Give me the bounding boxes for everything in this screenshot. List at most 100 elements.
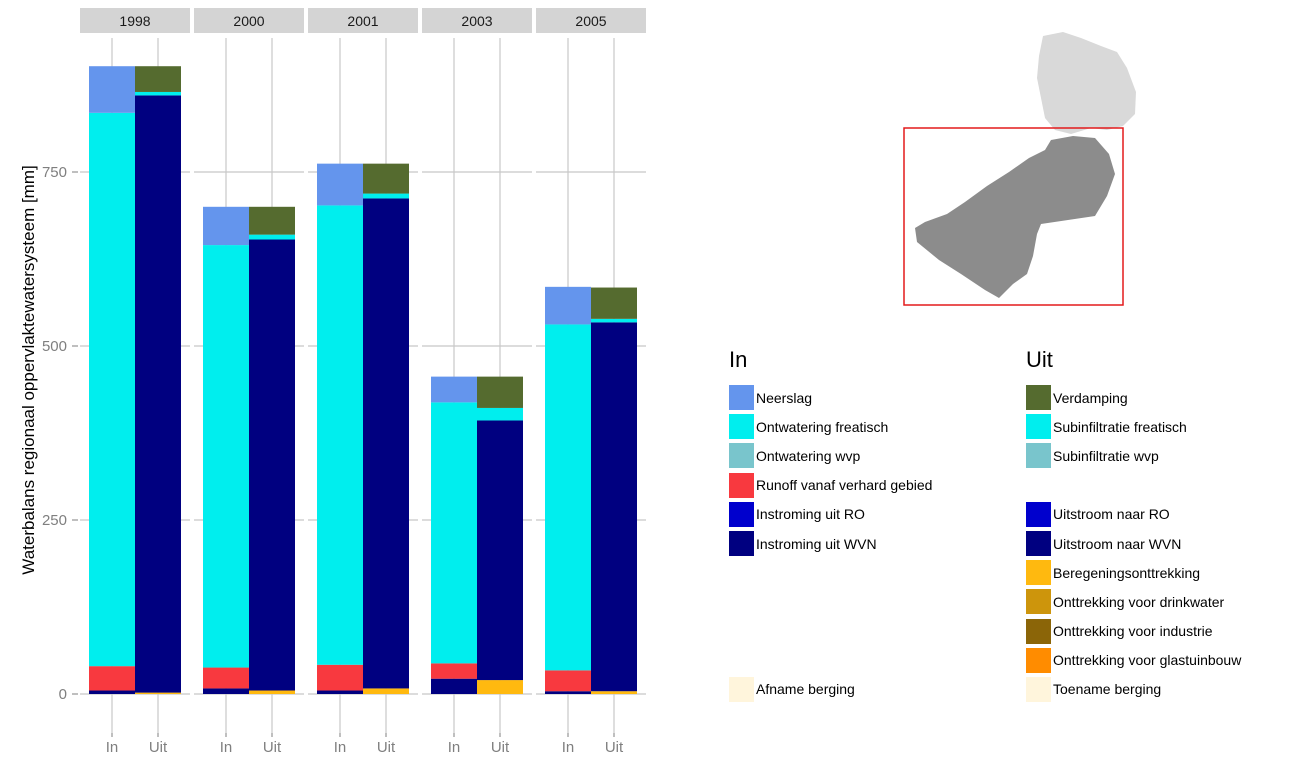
stacked-bar-chart: 1998 2000 2001 2003 2005 In Uit In Uit In Uit In Ui… [0, 0, 660, 757]
bar-2003-uit-subinfiltratie-freatisch [477, 408, 523, 421]
bar-2000-uit-beregeningsonttrekking [249, 691, 295, 694]
y-tick-label-500: 500 [42, 338, 67, 355]
bar-2000-in-neerslag [203, 207, 249, 245]
legend-swatch [729, 473, 754, 498]
legend-uit-row: Uitstroom naar WVN [1026, 529, 1289, 558]
legend-uit-row: Toename berging [1026, 675, 1289, 704]
facet-label-2003: 2003 [461, 13, 492, 29]
bars [89, 66, 637, 694]
bar-2000-in-runoff-vanaf-verhard-gebied [203, 668, 249, 689]
legend-in-row [729, 587, 999, 616]
bar-1998-in-ontwatering-freatisch [89, 113, 135, 666]
legend-uit: Uit Verdamping Subinfiltratie freatisch Su… [1026, 347, 1289, 704]
bar-2001-uit-verdamping [363, 164, 409, 194]
bar-2003-in-instroming-uit-wvn [431, 679, 477, 694]
legend-in-row [729, 558, 999, 587]
legend-in-row [729, 617, 999, 646]
bar-2000-uit-verdamping [249, 207, 295, 235]
legend-in-row: Ontwatering freatisch [729, 412, 999, 441]
x-tick-label-2001-in: In [334, 739, 347, 756]
legend-label: Onttrekking voor glastuinbouw [1053, 652, 1241, 668]
legend-label: Runoff vanaf verhard gebied [756, 477, 932, 493]
y-axis-title: Waterbalans regionaal oppervlaktewatersy… [19, 165, 38, 574]
x-tick-label-1998-uit: Uit [149, 739, 168, 756]
legend-in-row: Instroming uit RO [729, 500, 999, 529]
legend-uit-row: Uitstroom naar RO [1026, 500, 1289, 529]
bar-2000-uit-uitstroom-naar-wvn [249, 240, 295, 691]
legend-label: Onttrekking voor industrie [1053, 623, 1213, 639]
facet-strips: 1998 2000 2001 2003 2005 [80, 8, 646, 33]
legend-label: Toename berging [1053, 681, 1161, 697]
bar-2005-uit-subinfiltratie-freatisch [591, 319, 637, 322]
legend-label: Verdamping [1053, 390, 1128, 406]
bar-2003-in-neerslag [431, 377, 477, 403]
legend-uit-row: Onttrekking voor industrie [1026, 617, 1289, 646]
legend-swatch [1026, 385, 1051, 410]
legend-label: Uitstroom naar RO [1053, 506, 1170, 522]
legend-label: Subinfiltratie wvp [1053, 448, 1159, 464]
bar-2005-uit-beregeningsonttrekking [591, 691, 637, 694]
bar-2003-uit-verdamping [477, 377, 523, 408]
x-tick-label-2001-uit: Uit [377, 739, 396, 756]
bar-2005-uit-uitstroom-naar-wvn [591, 322, 637, 691]
bar-2003-uit-beregeningsonttrekking [477, 680, 523, 694]
legend-uit-row: Onttrekking voor glastuinbouw [1026, 646, 1289, 675]
legend-swatch [1026, 648, 1051, 673]
bar-1998-uit-beregeningsonttrekking [135, 693, 181, 694]
bar-2003-in-ontwatering-freatisch [431, 402, 477, 663]
legend-in-row: Instroming uit WVN [729, 529, 999, 558]
legend-uit-row: Beregeningsonttrekking [1026, 558, 1289, 587]
legend-label: Neerslag [756, 390, 812, 406]
legend-uit-title: Uit [1026, 347, 1289, 373]
legend-in: In Neerslag Ontwatering freatisch Ontwater… [729, 347, 999, 704]
map-highlighted-region [915, 136, 1115, 298]
legend-swatch [729, 531, 754, 556]
legend-label: Subinfiltratie freatisch [1053, 419, 1187, 435]
bar-1998-in-neerslag [89, 66, 135, 113]
bar-1998-uit-subinfiltratie-freatisch [135, 92, 181, 95]
legend-swatch [1026, 560, 1051, 585]
legend-swatch [1026, 531, 1051, 556]
legend-uit-row: Subinfiltratie freatisch [1026, 412, 1289, 441]
bar-1998-uit-uitstroom-naar-wvn [135, 95, 181, 692]
legend-uit-row: Subinfiltratie wvp [1026, 441, 1289, 470]
legend-swatch [729, 677, 754, 702]
bar-1998-in-instroming-uit-wvn [89, 691, 135, 694]
legend-swatch [1026, 589, 1051, 614]
legend-in-row: Afname berging [729, 675, 999, 704]
bar-2001-uit-beregeningsonttrekking [363, 688, 409, 694]
legend-label: Onttrekking voor drinkwater [1053, 594, 1224, 610]
bar-2001-in-runoff-vanaf-verhard-gebied [317, 665, 363, 691]
bar-2001-uit-subinfiltratie-freatisch [363, 194, 409, 199]
bar-2000-in-ontwatering-freatisch [203, 245, 249, 667]
facet-label-1998: 1998 [119, 13, 150, 29]
legend-label: Ontwatering wvp [756, 448, 860, 464]
legend-label: Instroming uit RO [756, 506, 865, 522]
bar-2000-uit-subinfiltratie-freatisch [249, 235, 295, 240]
y-tick-label-250: 250 [42, 512, 67, 529]
bar-2000-in-instroming-uit-wvn [203, 688, 249, 694]
bar-2001-in-instroming-uit-wvn [317, 691, 363, 694]
legend-swatch [1026, 502, 1051, 527]
legend-swatch [1026, 443, 1051, 468]
x-tick-label-2005-in: In [562, 739, 575, 756]
legend-in-row [729, 646, 999, 675]
legend-uit-row [1026, 471, 1289, 500]
facet-label-2005: 2005 [575, 13, 606, 29]
legend-swatch [729, 443, 754, 468]
legend-label: Ontwatering freatisch [756, 419, 888, 435]
x-tick-label-2003-uit: Uit [491, 739, 510, 756]
facet-label-2000: 2000 [233, 13, 264, 29]
legend-in-title: In [729, 347, 999, 373]
bar-1998-uit-verdamping [135, 66, 181, 92]
map-neighbor-region [1037, 32, 1136, 134]
facet-label-2001: 2001 [347, 13, 378, 29]
y-tick-label-0: 0 [59, 686, 67, 703]
bar-2001-in-ontwatering-freatisch [317, 205, 363, 664]
bar-2005-in-neerslag [545, 287, 591, 325]
legend-label: Instroming uit WVN [756, 536, 877, 552]
x-tick-label-2005-uit: Uit [605, 739, 624, 756]
bar-2005-in-runoff-vanaf-verhard-gebied [545, 670, 591, 691]
legend-swatch [729, 502, 754, 527]
legend-swatch [1026, 677, 1051, 702]
